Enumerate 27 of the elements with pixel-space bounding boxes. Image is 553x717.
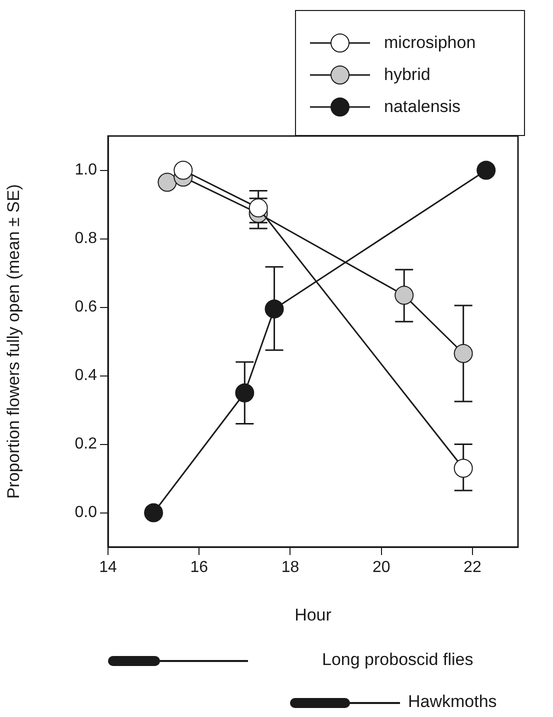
x-tick-label: 20 [372, 559, 390, 576]
point [144, 503, 164, 522]
x-axis-title: Hour [294, 605, 332, 624]
x-tick-label: 14 [99, 559, 117, 576]
y-tick-label: 1.0 [74, 162, 98, 179]
point [248, 198, 268, 218]
text: Long proboscid flies [322, 650, 474, 670]
y-axis-title: Proportion flowers fully open (mean ± SE) [4, 184, 23, 499]
legend-label: hybrid [384, 65, 430, 85]
point [476, 160, 496, 180]
text: Hawkmoths [408, 692, 497, 712]
y-tick-label: 0.0 [74, 504, 98, 522]
point [264, 299, 284, 318]
y-tick-label: 0.4 [74, 367, 98, 384]
point [174, 160, 193, 180]
y-tick-label: 0.8 [74, 230, 98, 248]
x-tick-label: 16 [190, 559, 208, 576]
point [454, 344, 473, 363]
x-tick-label: 18 [281, 559, 300, 576]
y-tick-label: 0.6 [74, 298, 98, 316]
y-tick-label: 0.2 [74, 436, 98, 453]
legend-label: natalensis [384, 97, 461, 117]
point [235, 383, 254, 402]
x-tick-label: 22 [464, 559, 482, 576]
legend-label: microsiphon [384, 33, 476, 53]
point [158, 172, 177, 192]
point [394, 286, 414, 305]
